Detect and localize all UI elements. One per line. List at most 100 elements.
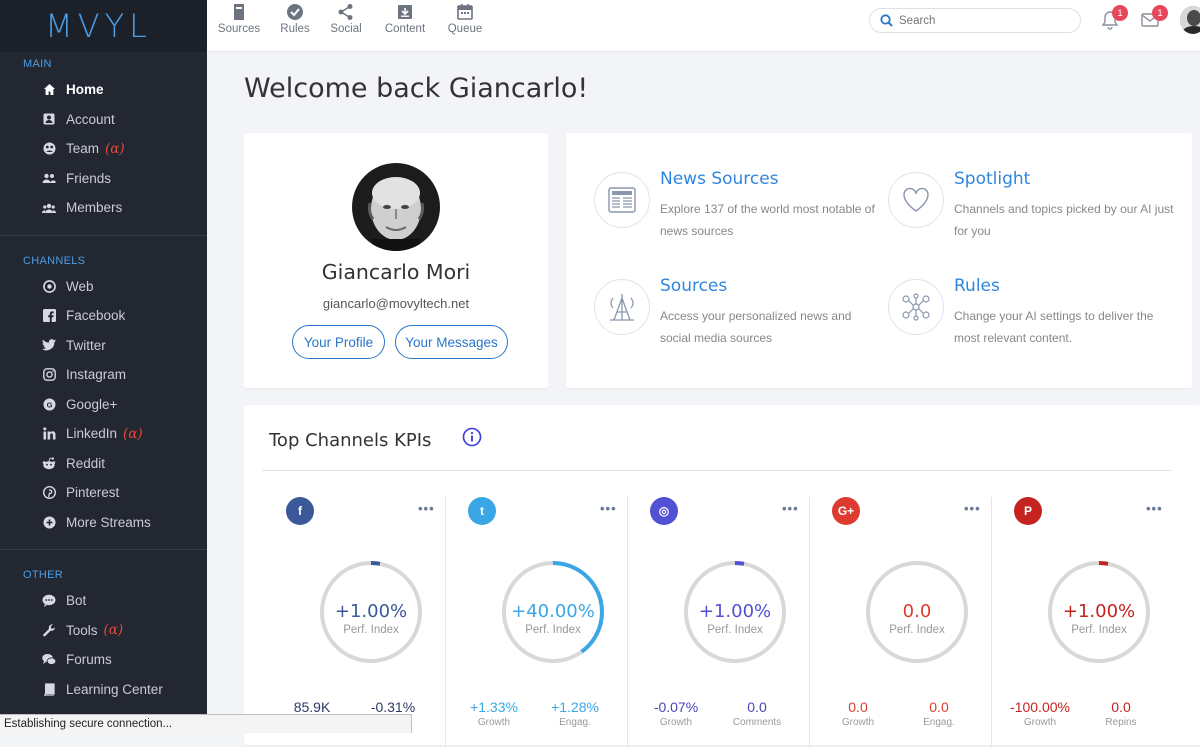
sidebar-item-label: Forums [66,652,112,668]
perf-index-label: Perf. Index [1071,624,1127,636]
feature-rules[interactable]: Rules Change your AI settings to deliver… [888,276,1188,359]
sidebar-item-pinterest[interactable]: Pinterest [0,478,207,508]
feature-title[interactable]: Rules [954,276,1000,296]
kpi-column-facebook: f ••• +1.00% Perf. Index 85.9K -0.31% [262,497,444,747]
more-options-icon[interactable]: ••• [1146,501,1163,516]
logo-text: MVYL [45,7,152,45]
friends-icon [42,171,56,185]
info-icon[interactable] [462,427,482,447]
feature-spotlight[interactable]: Spotlight Channels and topics picked by … [888,169,1188,252]
book-icon [42,682,56,696]
more-options-icon[interactable]: ••• [964,501,981,516]
search-box[interactable] [869,8,1081,33]
sidebar-item-label: Reddit [66,455,106,471]
sidebar-item-label: More Streams [66,514,151,530]
sidebar-item-label: LinkedIn [66,426,118,442]
sidebar-divider [0,549,207,550]
your-messages-button[interactable]: Your Messages [395,325,508,359]
your-profile-button[interactable]: Your Profile [292,325,385,359]
sidebar-item-label: Pinterest [66,485,120,501]
kpi-stat-value: 0.0 [747,699,767,715]
feature-title[interactable]: News Sources [660,169,779,189]
feature-title[interactable]: Spotlight [954,169,1031,189]
feature-description: Channels and topics picked by our AI jus… [954,202,1174,238]
perf-index-value: +1.00% [1062,601,1136,622]
sidebar-item-friends[interactable]: Friends [0,164,207,194]
topnav-sources[interactable]: Sources [216,0,262,52]
user-avatar[interactable] [1180,6,1200,34]
topnav-content[interactable]: Content [381,0,429,52]
plus-circle-icon [42,515,56,529]
messages-badge: 1 [1152,5,1168,21]
ring-track [866,561,968,663]
sidebar-item-members[interactable]: Members [0,193,207,223]
profile-portrait [352,163,440,251]
sidebar-item-twitter[interactable]: Twitter [0,331,207,361]
download-box-icon [398,5,412,19]
sidebar-item-web[interactable]: Web [0,272,207,302]
sidebar-item-learning-center[interactable]: Learning Center [0,675,207,705]
sidebar-item-linkedin[interactable]: LinkedIn (α) [0,419,207,449]
sidebar-nav: Bot Tools (α) Forums Learning Center [0,586,207,704]
sidebar-item-team[interactable]: Team (α) [0,134,207,164]
pinterest-icon[interactable]: P [1014,497,1042,525]
twitter-icon [42,338,56,352]
sidebar-item-more-streams[interactable]: More Streams [0,508,207,538]
topnav-rules[interactable]: Rules [279,0,311,52]
sidebar-item-tools[interactable]: Tools (α) [0,616,207,646]
profile-name: Giancarlo Mori [321,260,471,284]
sidebar-item-reddit[interactable]: Reddit [0,449,207,479]
ring-progress [502,561,604,663]
reddit-icon [42,456,56,470]
sidebar-item-label: Home [66,82,104,98]
twitter-icon[interactable]: t [468,497,496,525]
kpi-stat-label: Growth [1023,717,1057,728]
sidebar: MVYL MAIN Home Account Team (α) Friends Member… [0,0,207,733]
kpi-stat-label: Repins [1105,717,1137,728]
kpi-stat-label: Growth [477,717,511,728]
more-options-icon[interactable]: ••• [600,501,617,516]
kpi-stat-label: Growth [841,717,875,728]
facebook-icon[interactable]: f [286,497,314,525]
messages-button[interactable]: 1 [1140,5,1168,35]
alpha-badge: (α) [105,140,125,157]
more-options-icon[interactable]: ••• [782,501,799,516]
sidebar-item-instagram[interactable]: Instagram [0,360,207,390]
sidebar-section-title: MAIN [23,58,52,70]
instagram-icon[interactable]: ◎ [650,497,678,525]
sidebar-item-label: Team [66,141,100,157]
perf-index-value: +1.00% [698,601,772,622]
topnav-rules-label: Rules [280,23,310,35]
topnav-content-label: Content [384,23,426,35]
app-logo[interactable]: MVYL [0,0,207,52]
sidebar-item-label: Tools [66,622,98,638]
feature-title[interactable]: Sources [660,276,728,296]
share-icon [338,4,353,20]
perf-index-ring [684,561,786,663]
perf-index-value: 0.0 [902,601,932,622]
sidebar-item-bot[interactable]: Bot [0,586,207,616]
sidebar-item-home[interactable]: Home [0,75,207,105]
perf-index-label: Perf. Index [707,624,763,636]
more-options-icon[interactable]: ••• [418,501,435,516]
topnav-social[interactable]: Social [327,0,365,52]
search-input[interactable] [899,14,1069,27]
kpi-stat-value: 85.9K [293,699,331,715]
alpha-badge: (α) [123,425,143,442]
linkedin-icon [42,427,56,441]
feature-news-sources[interactable]: News Sources Explore 137 of the world mo… [594,169,894,252]
topnav-queue[interactable]: Queue [445,0,485,52]
sidebar-item-account[interactable]: Account [0,105,207,135]
sidebar-item-google[interactable]: G Google+ [0,390,207,420]
sidebar-item-label: Account [66,111,115,127]
google-plus-icon[interactable]: G+ [832,497,860,525]
home-icon [42,83,56,97]
sidebar-item-forums[interactable]: Forums [0,645,207,675]
notifications-button[interactable]: 1 [1100,5,1128,35]
perf-index-value: +40.00% [511,601,595,622]
kpi-stat-value: 0.0 [1111,699,1131,715]
feature-sources[interactable]: Sources Access your personalized news an… [594,276,894,359]
sidebar-item-facebook[interactable]: Facebook [0,301,207,331]
sidebar-nav: Home Account Team (α) Friends Members [0,75,207,223]
sidebar-item-label: Members [66,200,123,216]
